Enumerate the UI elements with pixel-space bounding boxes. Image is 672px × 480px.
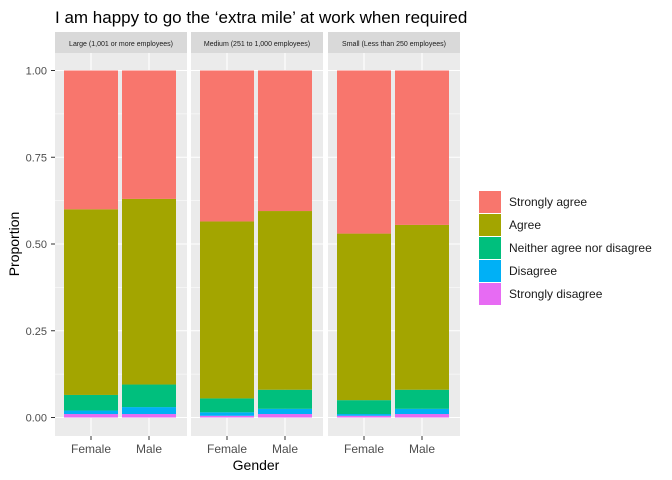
x-tick-label: Male	[136, 442, 162, 456]
bar-segment	[122, 384, 176, 408]
y-axis-ticks: 0.00 0.25 0.50 0.75 1.00	[26, 66, 55, 425]
x-tick-label: Male	[272, 442, 298, 456]
bar-segment	[337, 70, 391, 234]
bar-segment	[395, 224, 449, 390]
facet-strip	[191, 32, 323, 53]
legend-key	[479, 191, 501, 213]
bar-segment	[258, 211, 312, 390]
x-tick-label: Female	[344, 442, 384, 456]
bar-segment	[200, 415, 254, 418]
bar-segment	[200, 412, 254, 416]
bar-segment	[395, 414, 449, 418]
x-tick-label: Female	[71, 442, 111, 456]
bar-segment	[258, 70, 312, 212]
bar-segment	[64, 70, 118, 210]
legend-label: Strongly agree	[509, 195, 587, 209]
y-tick-label: 0.75	[26, 152, 47, 164]
bar-segment	[64, 209, 118, 395]
facet-panel: Small (Less than 250 employees) Female Mal…	[328, 32, 460, 456]
facet-panel: Medium (251 to 1,000 employees) Female Mal…	[191, 32, 323, 456]
bar-segment	[200, 221, 254, 399]
legend-label: Agree	[509, 218, 541, 232]
facet-strip-label: Small (Less than 250 employees)	[342, 41, 446, 48]
legend-key	[479, 260, 501, 282]
legend-key	[479, 237, 501, 259]
bar-segment	[395, 389, 449, 409]
x-tick-label: Female	[207, 442, 247, 456]
y-tick-label: 1.00	[26, 66, 47, 78]
facet-strip	[55, 32, 187, 53]
bar-segment	[122, 198, 176, 385]
chart-title: I am happy to go the ‘extra mile’ at wor…	[55, 8, 467, 27]
legend: Strongly agree Agree Neither agree nor dis…	[479, 191, 652, 305]
y-tick-label: 0.50	[26, 239, 47, 251]
bar-segment	[337, 415, 391, 418]
legend-label: Strongly disagree	[509, 287, 603, 301]
y-tick-label: 0.25	[26, 326, 47, 338]
bar-segment	[395, 70, 449, 225]
legend-key	[479, 214, 501, 236]
bar-segment	[337, 233, 391, 401]
bar-segment	[395, 408, 449, 415]
bar-segment	[258, 414, 312, 418]
facet-panels: Large (1,001 or more employees) Female Mal…	[55, 32, 460, 456]
facet-strip	[328, 32, 460, 53]
x-axis-label: Gender	[233, 457, 280, 473]
bar-segment	[200, 398, 254, 413]
bar-segment	[200, 70, 254, 222]
legend-key	[479, 283, 501, 305]
bar-segment	[337, 400, 391, 415]
y-tick-label: 0.00	[26, 413, 47, 425]
legend-label: Disagree	[509, 264, 557, 278]
bar-segment	[258, 389, 312, 409]
bar-segment	[258, 408, 312, 415]
facet-strip-label: Large (1,001 or more employees)	[69, 41, 173, 48]
bar-segment	[64, 410, 118, 415]
bar-segment	[122, 407, 176, 415]
bar-segment	[122, 70, 176, 199]
facet-panel: Large (1,001 or more employees) Female Mal…	[55, 32, 187, 456]
bar-segment	[337, 414, 391, 416]
legend-label: Neither agree nor disagree	[509, 241, 652, 255]
bar-segment	[122, 414, 176, 418]
facet-strip-label: Medium (251 to 1,000 employees)	[204, 41, 310, 48]
bar-segment	[64, 394, 118, 411]
y-axis-label: Proportion	[6, 212, 22, 277]
bar-segment	[64, 414, 118, 418]
x-tick-label: Male	[409, 442, 435, 456]
